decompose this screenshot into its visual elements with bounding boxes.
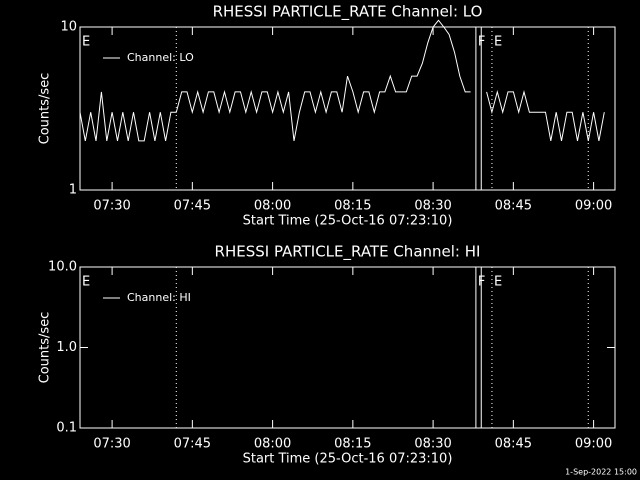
y-axis-label: Counts/sec bbox=[38, 312, 53, 384]
legend-label: Channel: HI bbox=[127, 291, 191, 304]
flag-label: F bbox=[478, 275, 485, 290]
legend-label: Channel: LO bbox=[127, 51, 194, 64]
x-tick-label: 07:45 bbox=[174, 437, 211, 452]
chart-title: RHESSI PARTICLE_RATE Channel: HI bbox=[215, 243, 481, 262]
y-tick-label: 10.0 bbox=[48, 260, 77, 275]
flag-label: E bbox=[494, 275, 502, 290]
y-tick-label: 10 bbox=[60, 20, 77, 35]
x-tick-label: 07:30 bbox=[93, 437, 130, 452]
x-tick-label: 08:30 bbox=[414, 199, 451, 214]
y-tick-label: 1.0 bbox=[56, 340, 77, 355]
x-tick-label: 09:00 bbox=[575, 199, 612, 214]
flag-label: E bbox=[82, 35, 90, 50]
chart-title: RHESSI PARTICLE_RATE Channel: LO bbox=[213, 3, 483, 22]
plot-frame bbox=[79, 26, 616, 191]
y-axis-label: Counts/sec bbox=[38, 73, 53, 145]
footer: 1-Sep-2022 15:00 bbox=[565, 468, 637, 477]
x-tick-label: 07:30 bbox=[93, 199, 130, 214]
x-tick-label: 08:00 bbox=[254, 437, 291, 452]
x-tick-label: 08:45 bbox=[495, 199, 532, 214]
data-line bbox=[79, 19, 605, 142]
x-tick-label: 08:15 bbox=[334, 199, 371, 214]
flag-label: F bbox=[478, 35, 485, 50]
flag-label: E bbox=[82, 275, 90, 290]
y-tick-label: 0.1 bbox=[56, 421, 77, 436]
x-tick-label: 09:00 bbox=[575, 437, 612, 452]
x-axis-label: Start Time (25-Oct-16 07:23:10) bbox=[243, 214, 453, 229]
x-tick-label: 08:00 bbox=[254, 199, 291, 214]
y-tick-label: 1 bbox=[69, 183, 77, 198]
x-tick-label: 07:45 bbox=[174, 199, 211, 214]
x-tick-label: 08:15 bbox=[334, 437, 371, 452]
x-tick-label: 08:45 bbox=[495, 437, 532, 452]
flag-label: E bbox=[494, 35, 502, 50]
x-axis-label: Start Time (25-Oct-16 07:23:10) bbox=[243, 452, 453, 467]
x-tick-label: 08:30 bbox=[414, 437, 451, 452]
